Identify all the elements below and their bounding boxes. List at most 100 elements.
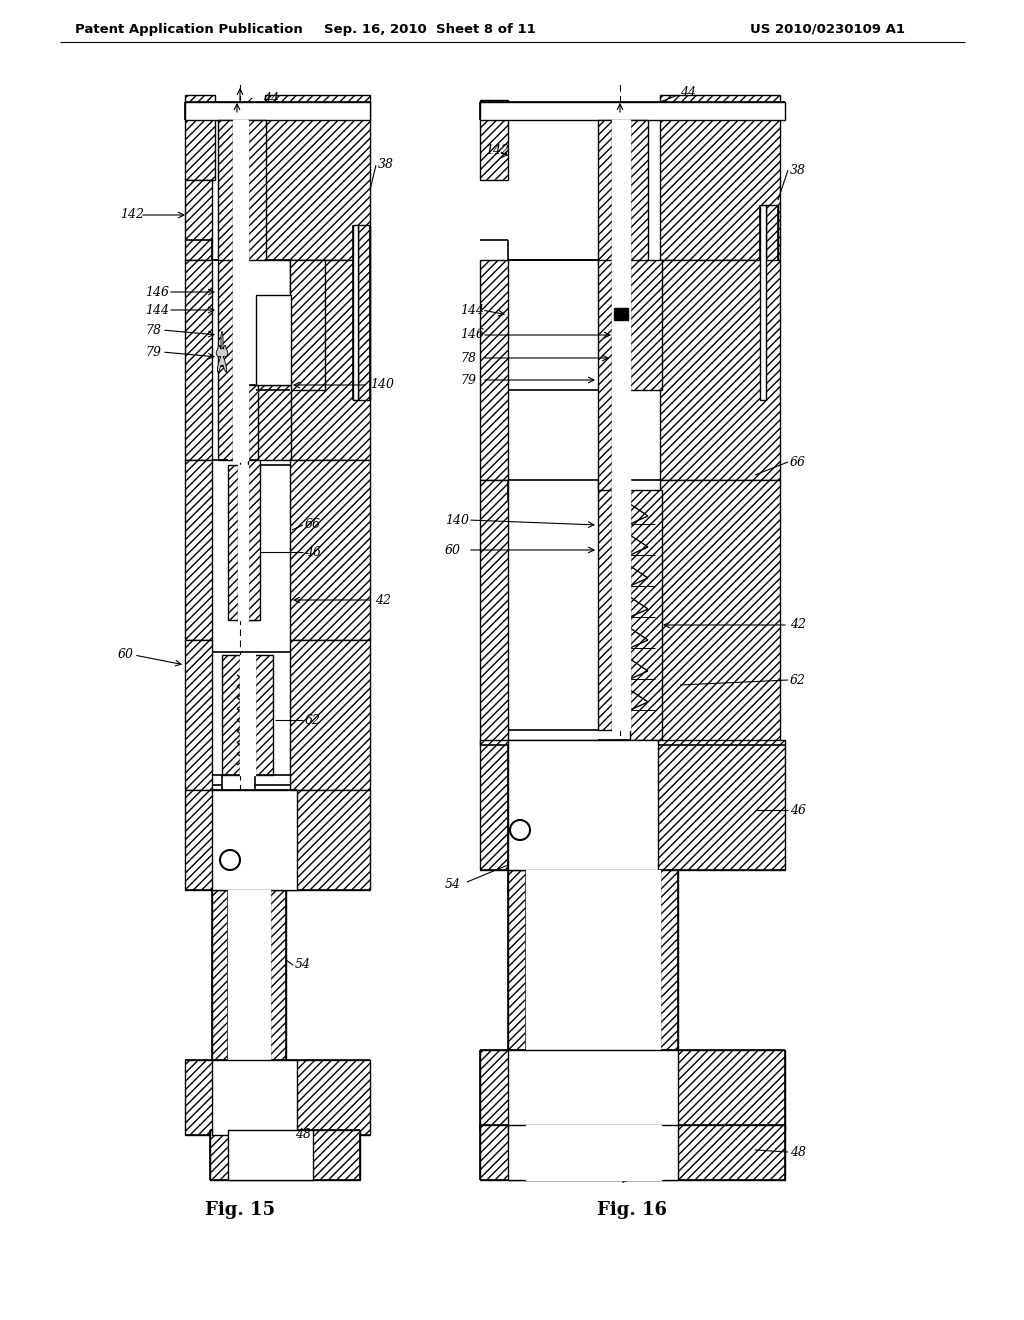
Bar (185, 789, 370, 890)
Text: 66: 66 (790, 455, 806, 469)
Bar (212, 1060, 297, 1135)
Bar (508, 1125, 678, 1180)
Text: Fig. 15: Fig. 15 (205, 1201, 275, 1218)
Bar (508, 870, 526, 1049)
Bar (265, 95, 370, 260)
Bar (218, 120, 233, 260)
Text: 66: 66 (305, 519, 321, 532)
Bar (612, 120, 630, 265)
Bar (185, 180, 212, 260)
Bar (212, 890, 228, 1060)
Bar (185, 260, 212, 459)
Bar (228, 1130, 313, 1180)
Bar (212, 789, 297, 890)
Bar (238, 465, 248, 620)
Bar (480, 741, 785, 870)
Bar (228, 890, 270, 1060)
Bar (480, 1049, 785, 1130)
Text: 46: 46 (790, 804, 806, 817)
Bar (255, 655, 273, 775)
Bar (598, 120, 612, 265)
Text: 42: 42 (375, 594, 391, 606)
Bar (233, 260, 248, 459)
Bar (480, 100, 508, 180)
Text: 142: 142 (120, 209, 144, 222)
Text: 140: 140 (445, 513, 469, 527)
Bar (248, 120, 266, 260)
Bar (660, 260, 780, 480)
Text: 146: 146 (145, 285, 169, 298)
Bar (240, 655, 255, 775)
Text: 144: 144 (460, 304, 484, 317)
Bar (210, 1130, 360, 1180)
Bar (290, 260, 370, 459)
Text: 42: 42 (790, 619, 806, 631)
Text: 46: 46 (305, 545, 321, 558)
Bar (480, 480, 508, 744)
Bar (526, 1125, 662, 1180)
Bar (598, 260, 612, 490)
Polygon shape (216, 331, 228, 372)
Text: 44: 44 (680, 86, 696, 99)
Text: 54: 54 (445, 879, 461, 891)
Bar (185, 95, 215, 180)
Text: 142: 142 (485, 144, 509, 157)
Text: 60: 60 (445, 544, 461, 557)
Bar (480, 102, 785, 120)
Bar (508, 741, 658, 870)
Bar (218, 255, 233, 459)
Text: 144: 144 (145, 304, 169, 317)
Bar (612, 480, 630, 730)
Bar (248, 459, 260, 620)
Text: Sep. 16, 2010  Sheet 8 of 11: Sep. 16, 2010 Sheet 8 of 11 (325, 22, 536, 36)
Bar (233, 120, 248, 260)
Bar (612, 260, 630, 490)
Bar (630, 120, 648, 265)
Bar (630, 260, 662, 389)
Text: Fig. 16: Fig. 16 (597, 1201, 667, 1218)
Bar (222, 655, 240, 775)
Text: 38: 38 (378, 158, 394, 172)
Bar (290, 459, 370, 640)
Text: 62: 62 (305, 714, 321, 726)
Bar (660, 870, 678, 1049)
Text: 48: 48 (790, 1146, 806, 1159)
Text: 79: 79 (460, 374, 476, 387)
Text: 78: 78 (145, 323, 161, 337)
Bar (185, 459, 212, 640)
Text: 62: 62 (790, 673, 806, 686)
Bar (290, 640, 370, 789)
Text: 78: 78 (460, 351, 476, 364)
Bar (508, 1049, 678, 1130)
Text: 44: 44 (263, 91, 279, 104)
Bar (598, 480, 612, 730)
Bar (185, 640, 212, 789)
Bar (526, 870, 660, 1049)
Text: Patent Application Publication: Patent Application Publication (75, 22, 303, 36)
Text: 54: 54 (295, 958, 311, 972)
Text: 48: 48 (295, 1129, 311, 1142)
Bar (660, 480, 780, 744)
Bar (228, 465, 238, 620)
Bar (256, 385, 291, 459)
Text: 79: 79 (145, 346, 161, 359)
Text: 140: 140 (370, 379, 394, 392)
Bar (630, 490, 662, 744)
Bar (248, 385, 258, 459)
Bar (480, 260, 508, 480)
Bar (760, 205, 766, 400)
Text: US 2010/0230109 A1: US 2010/0230109 A1 (750, 22, 905, 36)
Bar (256, 294, 291, 385)
Bar (766, 205, 778, 400)
Bar (290, 260, 325, 389)
Bar (480, 1125, 785, 1180)
Bar (353, 224, 358, 400)
Bar (248, 465, 258, 620)
Bar (185, 1060, 370, 1135)
Bar (185, 102, 370, 120)
Text: 146: 146 (460, 329, 484, 342)
Bar (660, 95, 780, 260)
Bar (270, 890, 286, 1060)
Bar (358, 224, 370, 400)
Text: 38: 38 (790, 164, 806, 177)
